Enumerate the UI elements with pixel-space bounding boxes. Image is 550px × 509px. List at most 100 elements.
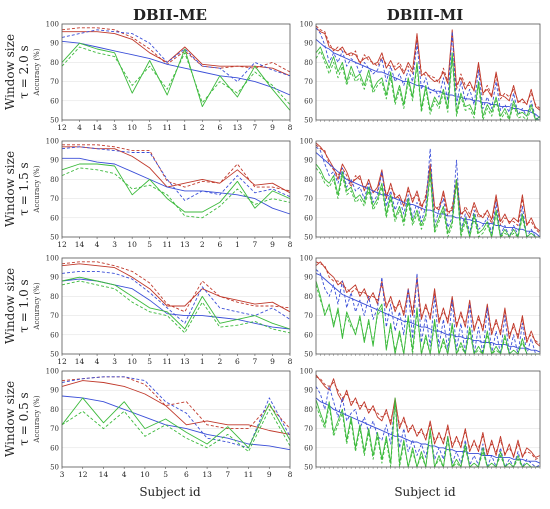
series-line-blue-solid bbox=[315, 39, 541, 119]
y-tick-label: 90 bbox=[304, 387, 313, 395]
xlabel-left: Subject id bbox=[139, 485, 201, 499]
y-tick-label: 50 bbox=[304, 464, 313, 472]
series-line-green-dashed bbox=[61, 46, 291, 105]
y-tick-label: 90 bbox=[50, 274, 59, 282]
series-line-green-solid bbox=[61, 163, 291, 213]
series-line-green-solid bbox=[315, 46, 541, 121]
y-tick-label: 80 bbox=[304, 293, 313, 301]
x-tick-label: 4 bbox=[95, 357, 100, 366]
y-tick-label: 90 bbox=[304, 157, 313, 165]
ylabel: Accuracy (%) bbox=[33, 165, 41, 213]
x-tick-label: 3 bbox=[112, 357, 117, 366]
panels: Window size τ = 2.0 s Accuracy (%)Window s… bbox=[3, 21, 541, 480]
y-tick-label: 60 bbox=[304, 214, 313, 222]
y-tick-label: 70 bbox=[50, 195, 59, 203]
series-line-red-dashed bbox=[315, 376, 541, 460]
y-tick-label: 70 bbox=[304, 425, 313, 433]
x-tick-label: 8 bbox=[288, 123, 293, 132]
ylabel: Accuracy (%) bbox=[33, 48, 41, 96]
x-tick-label: 2 bbox=[217, 357, 222, 366]
x-tick-label: 8 bbox=[288, 357, 293, 366]
series-line-blue-solid bbox=[61, 40, 291, 96]
series-line-red-dashed bbox=[315, 261, 541, 345]
y-tick-label: 80 bbox=[304, 59, 313, 67]
y-tick-label: 90 bbox=[50, 157, 59, 165]
plot-frame bbox=[315, 370, 541, 468]
series-line-green-dashed bbox=[61, 408, 291, 453]
series-line-green-dashed bbox=[315, 50, 540, 121]
x-tick-label: 8 bbox=[288, 240, 293, 249]
row-label-window-size: Window size bbox=[3, 151, 17, 227]
y-tick-label: 80 bbox=[50, 59, 59, 67]
x-tick-label: 2 bbox=[200, 123, 205, 132]
y-tick-label: 60 bbox=[50, 97, 59, 105]
x-tick-label: 9 bbox=[270, 123, 275, 132]
y-tick-label: 100 bbox=[46, 255, 59, 263]
x-tick-label: 6 bbox=[217, 240, 222, 249]
col-title-left: DBII-ME bbox=[133, 6, 207, 24]
x-tick-label: 5 bbox=[147, 123, 152, 132]
col-title-right: DBIII-MI bbox=[387, 6, 464, 24]
x-tick-label: 4 bbox=[77, 123, 82, 132]
x-tick-label: 13 bbox=[180, 240, 190, 249]
x-tick-label: 1 bbox=[182, 123, 187, 132]
x-tick-label: 14 bbox=[99, 470, 109, 479]
x-tick-label: 6 bbox=[184, 470, 189, 479]
ylabel: Accuracy (%) bbox=[33, 395, 41, 443]
x-tick-label: 10 bbox=[127, 357, 137, 366]
y-tick-label: 60 bbox=[304, 97, 313, 105]
x-tick-label: 14 bbox=[92, 123, 102, 132]
x-tick-label: 7 bbox=[253, 123, 258, 132]
plot-frame bbox=[315, 140, 541, 238]
row-label-tau: τ = 2.0 s bbox=[17, 45, 31, 98]
x-tick-label: 7 bbox=[225, 470, 230, 479]
x-tick-label: 5 bbox=[163, 470, 168, 479]
x-tick-label: 5 bbox=[147, 240, 152, 249]
y-tick-label: 100 bbox=[300, 21, 313, 29]
x-tick-label: 1 bbox=[200, 357, 205, 366]
series-line-blue-dashed bbox=[315, 27, 541, 121]
y-tick-label: 80 bbox=[50, 406, 59, 414]
y-tick-label: 80 bbox=[304, 406, 313, 414]
x-tick-label: 3 bbox=[112, 123, 117, 132]
y-tick-label: 100 bbox=[300, 138, 313, 146]
x-tick-label: 12 bbox=[57, 123, 67, 132]
x-tick-label: 4 bbox=[95, 240, 100, 249]
y-tick-label: 70 bbox=[50, 78, 59, 86]
y-tick-label: 80 bbox=[304, 176, 313, 184]
y-tick-label: 60 bbox=[304, 444, 313, 452]
x-tick-label: 5 bbox=[147, 357, 152, 366]
x-tick-label: 1 bbox=[235, 240, 240, 249]
panel: 50 60 70 80 90 100 12 14 4 3 10 5 11 13 2 6 1 7 9 8 bbox=[46, 138, 293, 250]
x-tick-label: 13 bbox=[202, 470, 212, 479]
series-line-blue-dashed bbox=[61, 29, 291, 83]
series-line-green-dashed bbox=[61, 280, 291, 334]
series-line-blue-dashed bbox=[315, 146, 540, 238]
series-line-green-solid bbox=[61, 397, 291, 449]
y-tick-label: 50 bbox=[50, 117, 59, 125]
series-line-blue-solid bbox=[62, 157, 291, 215]
series-line-green-solid bbox=[61, 42, 291, 111]
y-tick-label: 70 bbox=[304, 195, 313, 203]
y-tick-label: 50 bbox=[304, 234, 313, 242]
x-tick-label: 11 bbox=[162, 240, 172, 249]
plot-frame bbox=[61, 370, 291, 468]
series-line-blue-dashed bbox=[315, 385, 541, 468]
y-tick-label: 50 bbox=[304, 117, 313, 125]
row-label-tau: τ = 1.5 s bbox=[17, 162, 31, 215]
x-tick-label: 3 bbox=[60, 470, 65, 479]
x-tick-label: 6 bbox=[235, 357, 240, 366]
series-line-green-dashed bbox=[315, 284, 540, 355]
row-label-tau: τ = 0.5 s bbox=[17, 392, 31, 445]
x-tick-label: 12 bbox=[78, 470, 88, 479]
x-tick-label: 6 bbox=[217, 123, 222, 132]
series-line-blue-dashed bbox=[61, 270, 291, 324]
series-line-red-dashed bbox=[315, 25, 541, 109]
x-tick-label: 12 bbox=[57, 240, 67, 249]
row-label-window-size: Window size bbox=[3, 268, 17, 344]
panel: 50 60 70 80 90 100 3 12 14 4 10 5 6 13 7 11 9 8 bbox=[46, 368, 293, 480]
x-tick-label: 9 bbox=[270, 240, 275, 249]
x-tick-label: 14 bbox=[75, 240, 85, 249]
